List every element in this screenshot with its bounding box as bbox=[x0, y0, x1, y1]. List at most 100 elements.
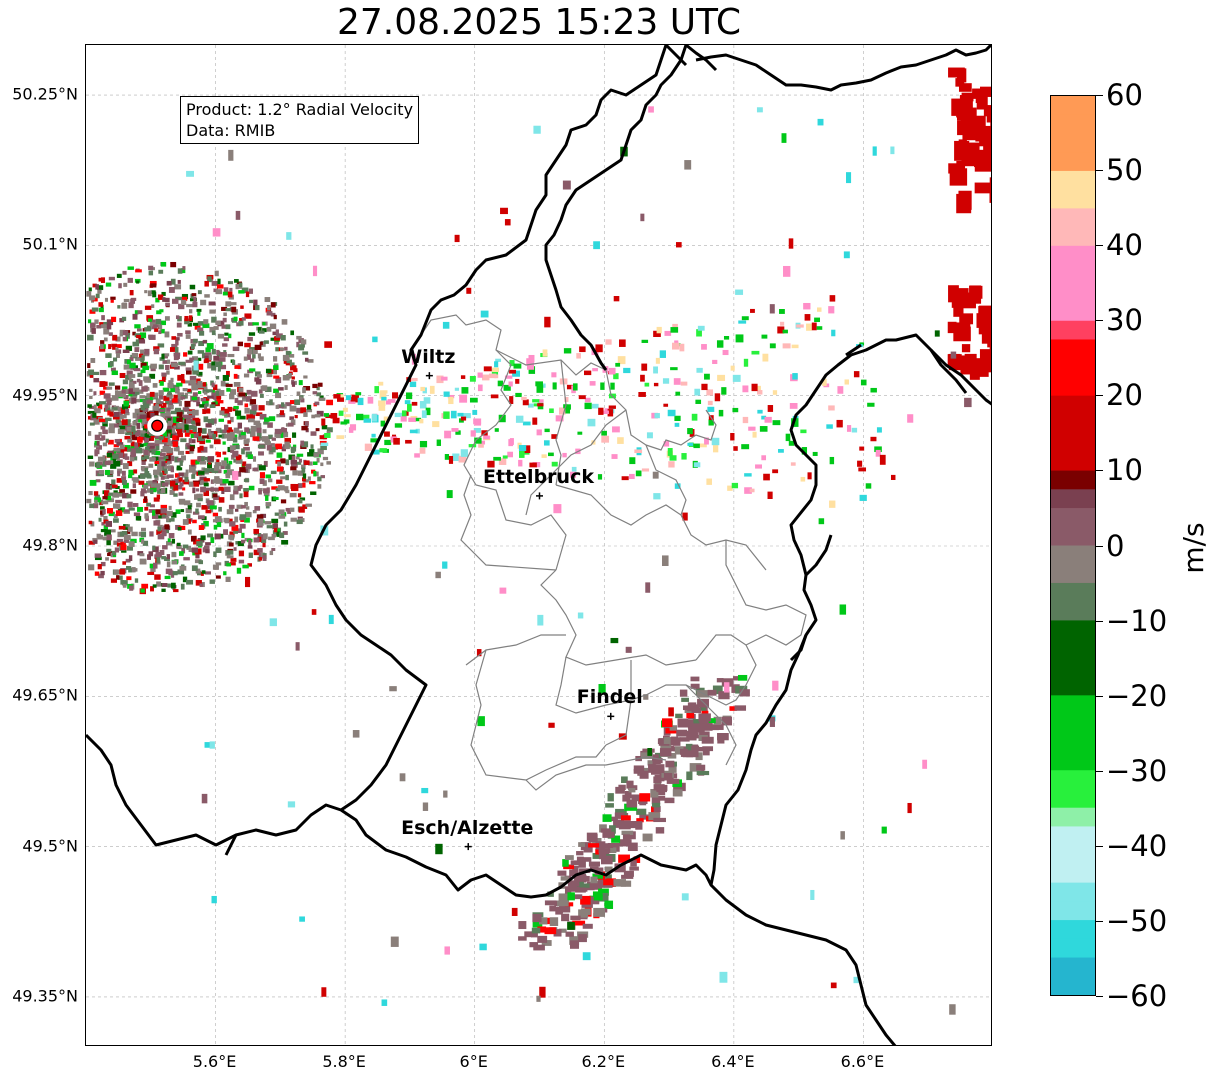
radar-echo-pixel bbox=[246, 313, 252, 318]
radar-echo-pixel bbox=[99, 322, 105, 326]
radar-echo-pixel bbox=[151, 514, 159, 519]
radar-echo-pixel bbox=[253, 528, 260, 534]
radar-echo-pixel bbox=[205, 542, 211, 546]
radar-echo-pixel bbox=[249, 431, 256, 438]
radar-echo-pixel bbox=[167, 538, 171, 543]
radar-echo-pixel bbox=[166, 554, 171, 560]
radar-echo-pixel bbox=[450, 410, 457, 419]
radar-echo-pixel bbox=[881, 826, 887, 834]
radar-echo-pixel bbox=[502, 455, 508, 459]
radar-echo-pixel bbox=[580, 842, 592, 851]
radar-echo-pixel bbox=[604, 843, 614, 849]
radar-echo-pixel bbox=[111, 316, 117, 323]
radar-echo-pixel bbox=[282, 354, 290, 362]
radar-echo-pixel bbox=[628, 785, 638, 791]
radar-echo-pixel bbox=[712, 359, 718, 364]
radar-echo-pixel bbox=[806, 323, 812, 331]
radar-echo-pixel bbox=[198, 357, 202, 361]
radar-echo-pixel bbox=[212, 433, 217, 440]
radar-echo-pixel bbox=[204, 294, 210, 298]
radar-echo-pixel bbox=[146, 434, 152, 438]
city-label: Findel bbox=[576, 686, 643, 709]
radar-echo-pixel bbox=[249, 299, 254, 304]
radar-echo-pixel bbox=[99, 307, 104, 313]
radar-echo-pixel bbox=[652, 471, 659, 479]
radar-echo-pixel bbox=[195, 552, 200, 559]
radar-echo-pixel bbox=[185, 367, 192, 371]
radar-echo-pixel bbox=[166, 561, 171, 568]
radar-echo-pixel bbox=[167, 461, 171, 465]
radar-echo-pixel bbox=[184, 424, 189, 431]
radar-echo-pixel bbox=[203, 468, 210, 473]
radar-echo-pixel bbox=[558, 893, 570, 903]
radar-echo-pixel bbox=[119, 459, 123, 465]
radar-echo-pixel bbox=[285, 423, 290, 427]
colorbar-band bbox=[1051, 545, 1095, 565]
radar-echo-pixel bbox=[158, 269, 164, 274]
radar-echo-pixel bbox=[650, 788, 659, 798]
radar-echo-pixel bbox=[581, 903, 593, 908]
radar-echo-pixel bbox=[803, 302, 811, 310]
radar-echo-pixel bbox=[183, 352, 188, 357]
radar-echo-pixel bbox=[648, 764, 657, 773]
radar-map[interactable]: Product: 1.2° Radial Velocity Data: RMIB bbox=[85, 44, 992, 1046]
radar-echo-pixel bbox=[553, 504, 562, 514]
radar-echo-pixel bbox=[265, 502, 272, 507]
radar-echo-pixel bbox=[304, 421, 309, 428]
radar-echo-pixel bbox=[221, 306, 228, 311]
radar-echo-pixel bbox=[88, 520, 93, 525]
radar-echo-pixel bbox=[106, 548, 112, 553]
radar-echo-pixel bbox=[272, 331, 277, 336]
radar-echo-pixel bbox=[317, 448, 324, 455]
radar-echo-pixel bbox=[226, 435, 234, 441]
radar-echo-pixel bbox=[953, 307, 964, 317]
radar-echo-pixel bbox=[87, 416, 92, 420]
colorbar-tick-label: 10 bbox=[1106, 453, 1143, 488]
radar-echo-pixel bbox=[667, 448, 673, 456]
radar-echo-pixel bbox=[162, 438, 168, 443]
radar-echo-pixel bbox=[246, 389, 252, 395]
radar-echo-pixel bbox=[207, 462, 212, 469]
radar-echo-pixel bbox=[612, 426, 620, 433]
radar-echo-pixel bbox=[621, 830, 634, 836]
radar-echo-pixel bbox=[458, 455, 467, 463]
radar-echo-pixel bbox=[113, 490, 118, 495]
radar-echo-pixel bbox=[275, 392, 282, 399]
radar-echo-pixel bbox=[695, 752, 703, 761]
radar-echo-pixel bbox=[494, 428, 499, 432]
radar-echo-pixel bbox=[763, 473, 770, 481]
radar-echo-pixel bbox=[142, 399, 147, 404]
velocity-colorbar bbox=[1050, 95, 1096, 996]
radar-echo-pixel bbox=[112, 492, 120, 498]
radar-echo-pixel bbox=[564, 855, 574, 860]
radar-echo-pixel bbox=[268, 478, 273, 483]
radar-echo-pixel bbox=[195, 460, 200, 465]
colorbar-band bbox=[1051, 714, 1095, 734]
radar-echo-pixel bbox=[166, 410, 171, 416]
radar-echo-pixel bbox=[642, 833, 653, 842]
radar-echo-pixel bbox=[292, 470, 298, 476]
radar-echo-pixel bbox=[102, 496, 108, 500]
radar-echo-pixel bbox=[326, 427, 333, 433]
radar-echo-pixel bbox=[127, 266, 134, 270]
radar-echo-pixel bbox=[263, 491, 270, 497]
radar-echo-pixel bbox=[88, 369, 95, 376]
radar-echo-pixel bbox=[194, 494, 198, 500]
radar-echo-pixel bbox=[701, 736, 714, 744]
radar-echo-pixel bbox=[140, 491, 145, 497]
radar-echo-pixel bbox=[106, 540, 111, 546]
radar-echo-pixel bbox=[791, 344, 799, 349]
radar-echo-pixel bbox=[153, 469, 157, 476]
radar-echo-pixel bbox=[243, 446, 250, 451]
city-marker bbox=[607, 712, 615, 720]
radar-echo-pixel bbox=[268, 416, 276, 422]
radar-echo-pixel bbox=[174, 473, 180, 478]
radar-echo-pixel bbox=[274, 432, 279, 437]
radar-echo-pixel bbox=[229, 522, 236, 527]
radar-echo-pixel bbox=[99, 418, 106, 423]
radar-echo-pixel bbox=[592, 881, 603, 890]
radar-echo-pixel bbox=[419, 447, 426, 454]
radar-echo-pixel bbox=[177, 544, 182, 550]
radar-echo-pixel bbox=[126, 370, 133, 376]
radar-echo-pixel bbox=[200, 486, 206, 493]
